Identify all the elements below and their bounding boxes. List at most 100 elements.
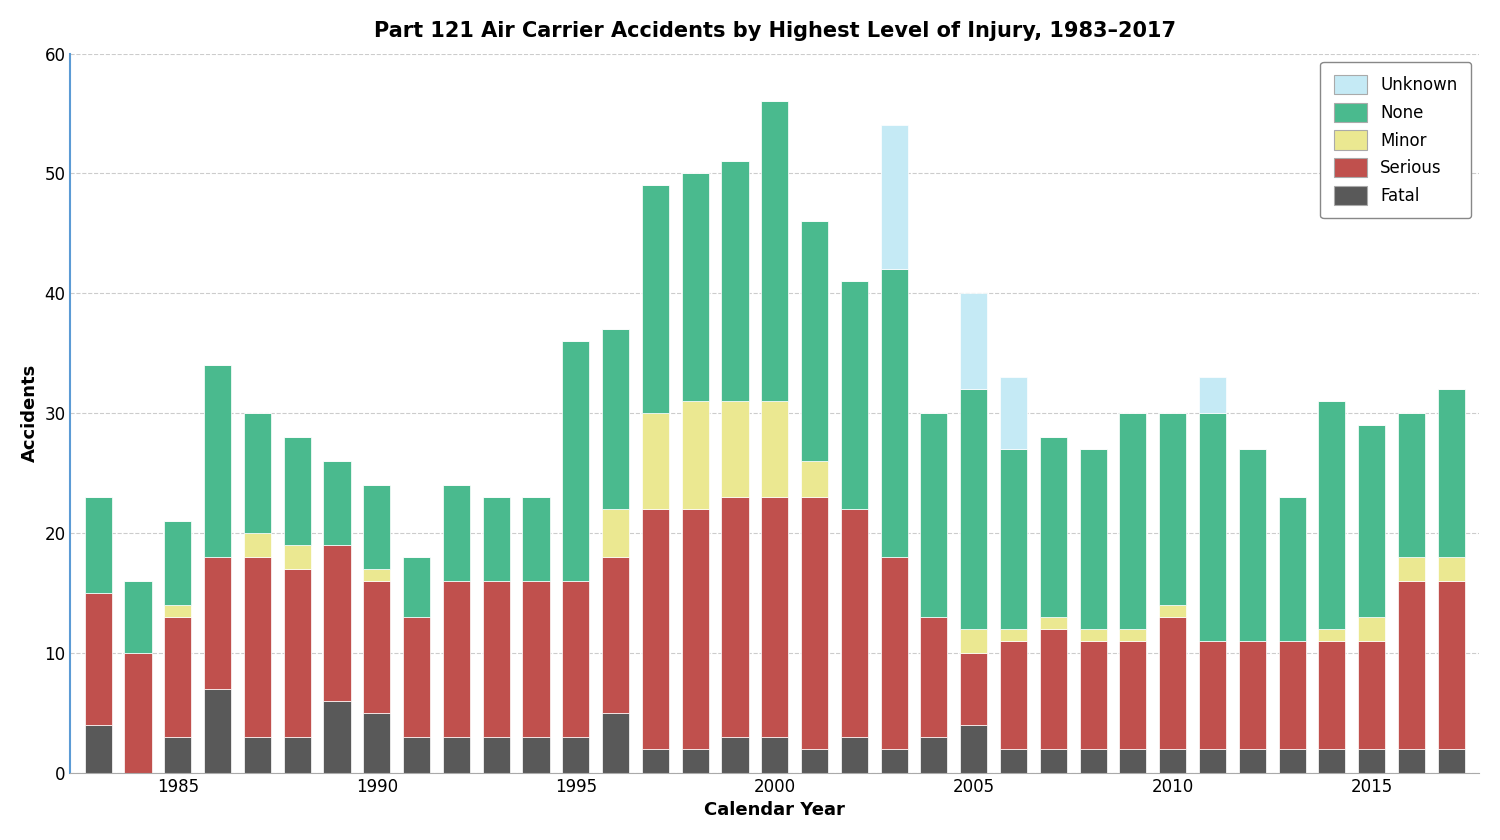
Bar <box>960 629 987 653</box>
Bar <box>1160 605 1186 617</box>
Bar <box>760 497 789 737</box>
Bar <box>84 497 112 593</box>
Bar <box>442 737 470 773</box>
Bar <box>760 737 789 773</box>
Bar <box>483 581 510 737</box>
Bar <box>244 557 272 737</box>
Bar <box>760 402 789 497</box>
Bar <box>1358 617 1384 641</box>
Bar <box>1198 377 1225 413</box>
Bar <box>722 161 748 402</box>
Bar <box>842 509 868 737</box>
Bar <box>602 509 628 557</box>
Bar <box>1398 413 1425 557</box>
Bar <box>642 748 669 773</box>
Bar <box>1358 748 1384 773</box>
Bar <box>1318 402 1346 629</box>
Bar <box>960 293 987 389</box>
Bar <box>921 413 948 617</box>
Bar <box>1080 449 1107 629</box>
Bar <box>404 617 430 737</box>
Bar <box>642 509 669 748</box>
Bar <box>1160 617 1186 748</box>
Bar <box>363 485 390 569</box>
Bar <box>204 557 231 689</box>
Bar <box>880 270 908 557</box>
Bar <box>842 281 868 509</box>
Bar <box>165 521 192 605</box>
Bar <box>1040 629 1066 748</box>
Bar <box>1398 557 1425 581</box>
Bar <box>1438 581 1466 748</box>
Bar <box>1080 748 1107 773</box>
Bar <box>244 737 272 773</box>
Bar <box>801 497 828 748</box>
Bar <box>921 737 948 773</box>
Bar <box>1000 629 1028 641</box>
Bar <box>562 737 590 773</box>
Bar <box>442 581 470 737</box>
Bar <box>1080 629 1107 641</box>
Bar <box>880 125 908 270</box>
Bar <box>801 221 828 461</box>
Bar <box>880 557 908 748</box>
Bar <box>363 581 390 713</box>
Bar <box>921 617 948 737</box>
Bar <box>165 617 192 737</box>
Bar <box>960 653 987 725</box>
Bar <box>1239 641 1266 748</box>
Bar <box>1438 389 1466 557</box>
Bar <box>284 545 310 569</box>
Bar <box>801 748 828 773</box>
Bar <box>1278 641 1305 748</box>
Bar <box>602 329 628 509</box>
Bar <box>1278 748 1305 773</box>
Bar <box>165 737 192 773</box>
Bar <box>1239 748 1266 773</box>
Bar <box>1080 641 1107 748</box>
Bar <box>124 653 152 773</box>
Bar <box>1160 413 1186 605</box>
Bar <box>1160 748 1186 773</box>
Bar <box>1239 449 1266 641</box>
Bar <box>760 102 789 402</box>
Bar <box>1040 437 1066 617</box>
Bar <box>681 509 708 748</box>
Bar <box>602 713 628 773</box>
Bar <box>1000 641 1028 748</box>
Bar <box>960 725 987 773</box>
Bar <box>1358 425 1384 617</box>
Bar <box>244 413 272 533</box>
Bar <box>1198 748 1225 773</box>
Bar <box>442 485 470 581</box>
Bar <box>880 748 908 773</box>
Bar <box>1398 748 1425 773</box>
Bar <box>842 737 868 773</box>
Bar <box>562 341 590 581</box>
Bar <box>681 402 708 509</box>
X-axis label: Calendar Year: Calendar Year <box>705 801 844 819</box>
Bar <box>1318 748 1346 773</box>
Bar <box>324 701 351 773</box>
Bar <box>1198 413 1225 641</box>
Bar <box>722 737 748 773</box>
Bar <box>801 461 828 497</box>
Bar <box>1358 641 1384 748</box>
Bar <box>284 737 310 773</box>
Bar <box>284 437 310 545</box>
Bar <box>84 725 112 773</box>
Bar <box>1119 641 1146 748</box>
Bar <box>1438 748 1466 773</box>
Bar <box>1000 748 1028 773</box>
Bar <box>1119 748 1146 773</box>
Bar <box>722 497 748 737</box>
Bar <box>1000 377 1028 449</box>
Bar <box>483 737 510 773</box>
Bar <box>1278 497 1305 641</box>
Bar <box>1040 617 1066 629</box>
Bar <box>204 365 231 557</box>
Bar <box>522 581 549 737</box>
Bar <box>284 569 310 737</box>
Bar <box>1119 413 1146 629</box>
Bar <box>1119 629 1146 641</box>
